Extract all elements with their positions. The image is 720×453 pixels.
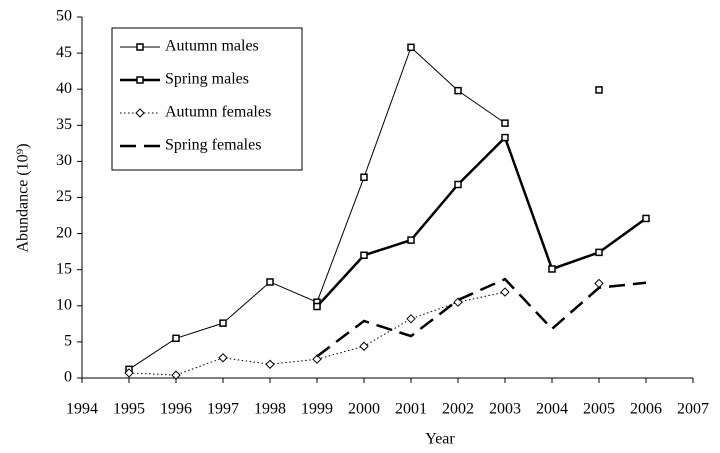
data-point: [595, 248, 603, 257]
data-point: [500, 287, 510, 297]
data-point: [124, 368, 134, 378]
series-line: [316, 277, 647, 358]
series-line: [316, 135, 647, 308]
data-point: [265, 359, 275, 369]
data-point: [548, 265, 556, 273]
x-tick-label: 2000: [348, 401, 380, 418]
x-tick-label: 2003: [489, 401, 521, 418]
data-point: [360, 251, 368, 260]
data-point: [407, 43, 415, 52]
x-tick-label: 2006: [630, 401, 662, 418]
data-point: [595, 86, 603, 94]
legend-label: Spring males: [165, 71, 249, 88]
legend-label: Autumn females: [165, 104, 271, 121]
legend-marker: [136, 43, 144, 51]
y-tick-label: 5: [64, 333, 72, 350]
x-tick-label: 1995: [113, 401, 145, 418]
x-tick-label: 1994: [66, 401, 98, 418]
data-point: [218, 353, 228, 363]
data-point: [313, 302, 321, 311]
x-tick-label: 1996: [160, 401, 192, 418]
legend: [111, 27, 303, 171]
y-tick-label: 20: [56, 224, 72, 241]
data-point: [171, 370, 181, 380]
data-point: [642, 214, 650, 223]
y-tick-label: 35: [56, 116, 72, 133]
data-point: [172, 334, 180, 343]
x-tick-label: 2004: [536, 401, 568, 418]
legend-marker: [135, 108, 145, 118]
data-point: [501, 119, 509, 127]
y-tick-label: 15: [56, 260, 72, 277]
y-tick-label: 30: [56, 152, 72, 169]
y-tick-label: 40: [56, 80, 72, 97]
series-line: [129, 283, 599, 375]
x-tick-label: 2001: [395, 401, 427, 418]
y-axis-title: Abundance (10⁹): [15, 143, 32, 252]
x-tick-label: 2005: [583, 401, 615, 418]
data-point: [359, 341, 369, 351]
x-tick-label: 1998: [254, 401, 286, 418]
y-tick-label: 45: [56, 44, 72, 61]
x-tick-label: 1997: [207, 401, 239, 418]
legend-marker: [136, 76, 144, 84]
data-point: [454, 180, 462, 189]
data-point: [266, 278, 274, 286]
data-point: [454, 86, 462, 95]
y-tick-label: 25: [56, 188, 72, 205]
x-tick-label: 2007: [677, 401, 709, 418]
legend-label: Autumn males: [165, 38, 259, 55]
data-point: [501, 133, 509, 142]
y-tick-label: 50: [56, 8, 72, 25]
data-point: [312, 354, 322, 364]
data-point: [406, 314, 416, 324]
data-point: [219, 319, 227, 327]
data-point: [407, 236, 415, 244]
x-axis-title: Year: [425, 431, 455, 448]
x-tick-label: 1999: [301, 401, 333, 418]
data-point: [360, 173, 368, 182]
data-point: [594, 278, 604, 289]
legend-label: Spring females: [165, 137, 261, 154]
y-tick-label: 10: [56, 296, 72, 313]
x-tick-label: 2002: [442, 401, 474, 418]
y-tick-label: 0: [64, 369, 72, 386]
